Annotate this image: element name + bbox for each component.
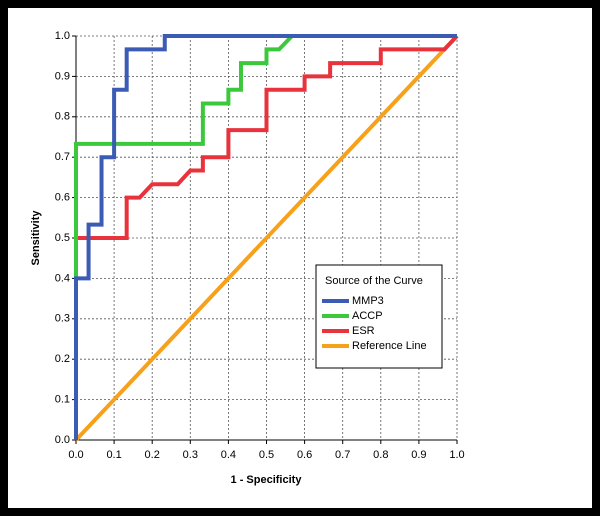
- y-tick-label: 0.4: [55, 272, 70, 284]
- legend-title: Source of the Curve: [325, 275, 423, 287]
- y-axis-label: Sensitivity: [30, 210, 42, 266]
- x-tick-label: 0.8: [373, 449, 388, 461]
- y-tick-label: 1.0: [55, 30, 70, 42]
- x-tick-label: 0.4: [221, 449, 236, 461]
- x-tick-label: 0.3: [183, 449, 198, 461]
- legend-label: ESR: [352, 325, 375, 337]
- x-tick-label: 0.6: [297, 449, 312, 461]
- y-tick-label: 0.6: [55, 192, 70, 204]
- y-tick-label: 0.3: [55, 313, 70, 325]
- legend-label: Reference Line: [352, 340, 427, 352]
- roc-curve: [74, 34, 457, 440]
- x-tick-label: 0.0: [68, 449, 83, 461]
- roc-curve: [74, 34, 459, 440]
- legend-label: MMP3: [352, 295, 384, 307]
- y-tick-label: 0.9: [55, 70, 70, 82]
- x-tick-label: 0.1: [106, 449, 121, 461]
- y-tick-label: 0.8: [55, 111, 70, 123]
- y-tick-label: 0.2: [55, 353, 70, 365]
- x-tick-label: 0.7: [335, 449, 350, 461]
- x-tick-label: 0.9: [411, 449, 426, 461]
- y-tick-label: 0.0: [55, 434, 70, 446]
- legend-label: ACCP: [352, 310, 383, 322]
- x-tick-label: 0.2: [145, 449, 160, 461]
- y-tick-label: 0.5: [55, 232, 70, 244]
- x-tick-label: 0.5: [259, 449, 274, 461]
- roc-curve: [74, 34, 459, 442]
- y-tick-label: 0.1: [55, 394, 70, 406]
- x-tick-label: 1.0: [449, 449, 464, 461]
- roc-curve: [74, 34, 457, 440]
- x-axis-label: 1 - Specificity: [231, 474, 303, 486]
- y-tick-label: 0.7: [55, 151, 70, 163]
